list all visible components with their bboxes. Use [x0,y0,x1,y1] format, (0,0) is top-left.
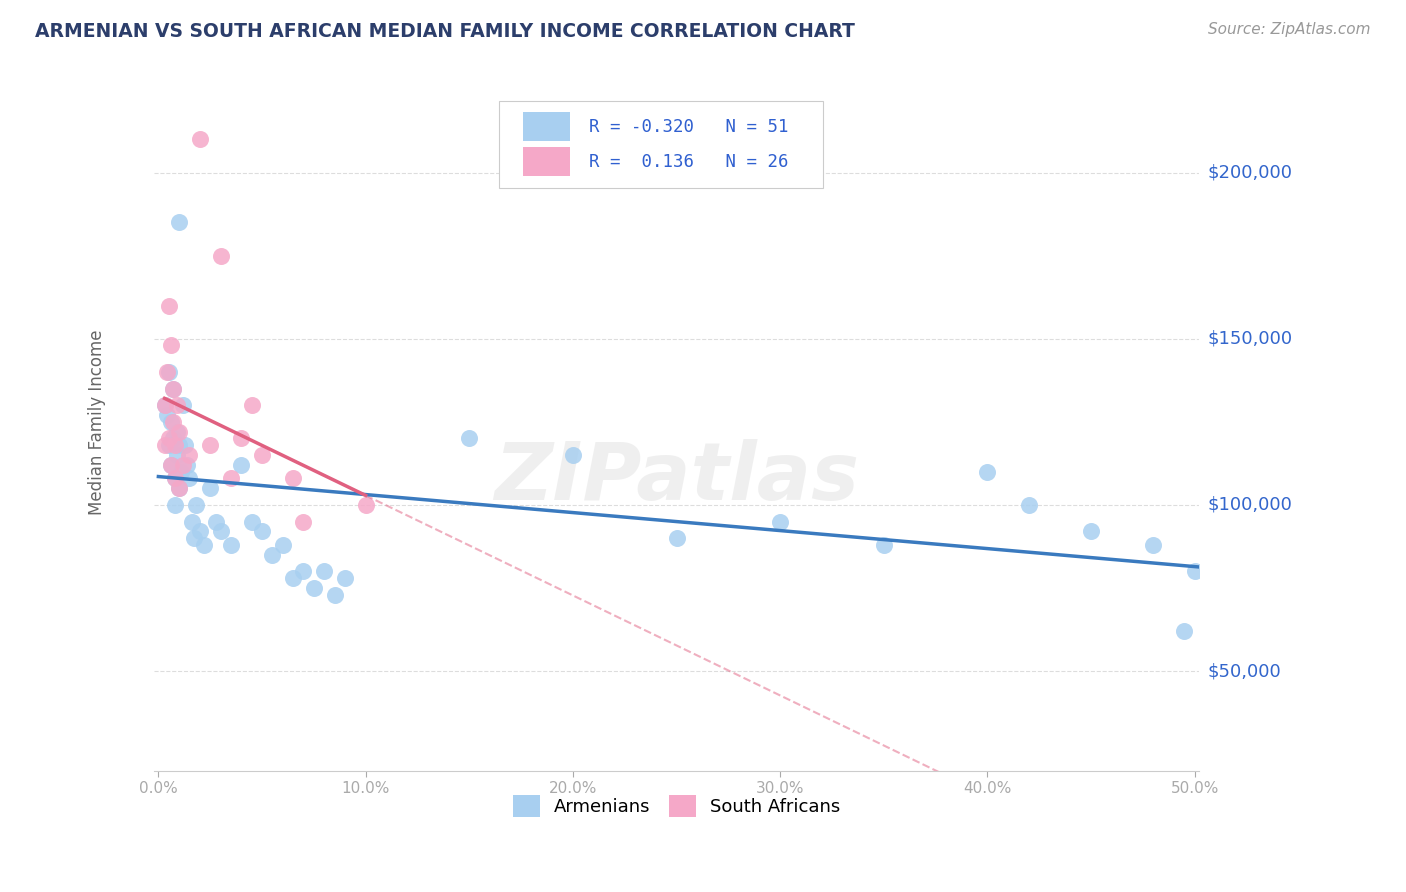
Point [179,448,201,462]
Point [314,565,336,579]
Point [163,471,186,485]
Point [458,432,481,446]
Point [167,438,190,452]
Point [159,458,181,472]
Point [1018,498,1040,512]
Point [281,471,304,485]
Point [1173,624,1195,639]
Point [188,524,211,539]
Point [302,581,325,595]
Point [1184,565,1206,579]
Text: Median Family Income: Median Family Income [87,329,105,515]
Point [163,498,186,512]
Point [156,365,179,379]
Text: ZIPatlas: ZIPatlas [494,439,859,516]
Point [170,465,193,479]
Point [163,471,186,485]
Point [162,382,184,396]
Point [188,132,211,146]
Point [184,498,207,512]
FancyBboxPatch shape [523,112,569,141]
Text: $100,000: $100,000 [1208,496,1292,514]
Point [172,398,194,412]
Point [354,498,377,512]
Point [240,398,263,412]
FancyBboxPatch shape [499,101,823,188]
Text: ARMENIAN VS SOUTH AFRICAN MEDIAN FAMILY INCOME CORRELATION CHART: ARMENIAN VS SOUTH AFRICAN MEDIAN FAMILY … [35,22,855,41]
Point [231,458,253,472]
Text: $200,000: $200,000 [1208,163,1292,182]
Point [193,538,215,552]
Point [250,524,273,539]
Text: Source: ZipAtlas.com: Source: ZipAtlas.com [1208,22,1371,37]
Point [166,398,188,412]
Point [976,465,998,479]
Point [665,531,688,545]
Point [292,515,315,529]
FancyBboxPatch shape [523,147,569,177]
Point [1080,524,1102,539]
Point [167,425,190,439]
Point [166,425,188,439]
Point [163,438,186,452]
Point [166,448,188,462]
Point [167,215,190,229]
Point [153,438,176,452]
Point [153,398,176,412]
Point [1142,538,1164,552]
Point [159,458,181,472]
Point [561,448,583,462]
Legend: Armenians, South Africans: Armenians, South Africans [505,788,848,824]
Point [162,415,184,429]
Point [323,588,346,602]
Point [162,432,184,446]
Text: $50,000: $50,000 [1208,662,1281,680]
Point [198,481,221,495]
Point [156,408,179,422]
Point [162,382,184,396]
Point [179,471,201,485]
Point [281,571,304,585]
Point [198,438,221,452]
Point [153,398,176,412]
Point [209,249,232,263]
Text: R = -0.320   N = 51: R = -0.320 N = 51 [589,118,789,136]
Point [172,458,194,472]
Point [159,338,181,352]
Point [333,571,356,585]
Point [159,415,181,429]
Point [250,448,273,462]
Point [240,515,263,529]
Point [157,365,180,379]
Point [157,299,180,313]
Point [183,531,205,545]
Point [167,481,190,495]
Point [157,432,180,446]
Point [157,438,180,452]
Point [219,471,242,485]
Point [231,432,253,446]
Point [176,458,198,472]
Point [205,515,228,529]
Point [292,565,315,579]
Point [174,438,197,452]
Text: R =  0.136   N = 26: R = 0.136 N = 26 [589,153,789,170]
Point [271,538,294,552]
Point [262,548,284,562]
Point [180,515,202,529]
Point [769,515,792,529]
Point [167,481,190,495]
Point [219,538,242,552]
Text: $150,000: $150,000 [1208,330,1292,348]
Point [873,538,896,552]
Point [209,524,232,539]
